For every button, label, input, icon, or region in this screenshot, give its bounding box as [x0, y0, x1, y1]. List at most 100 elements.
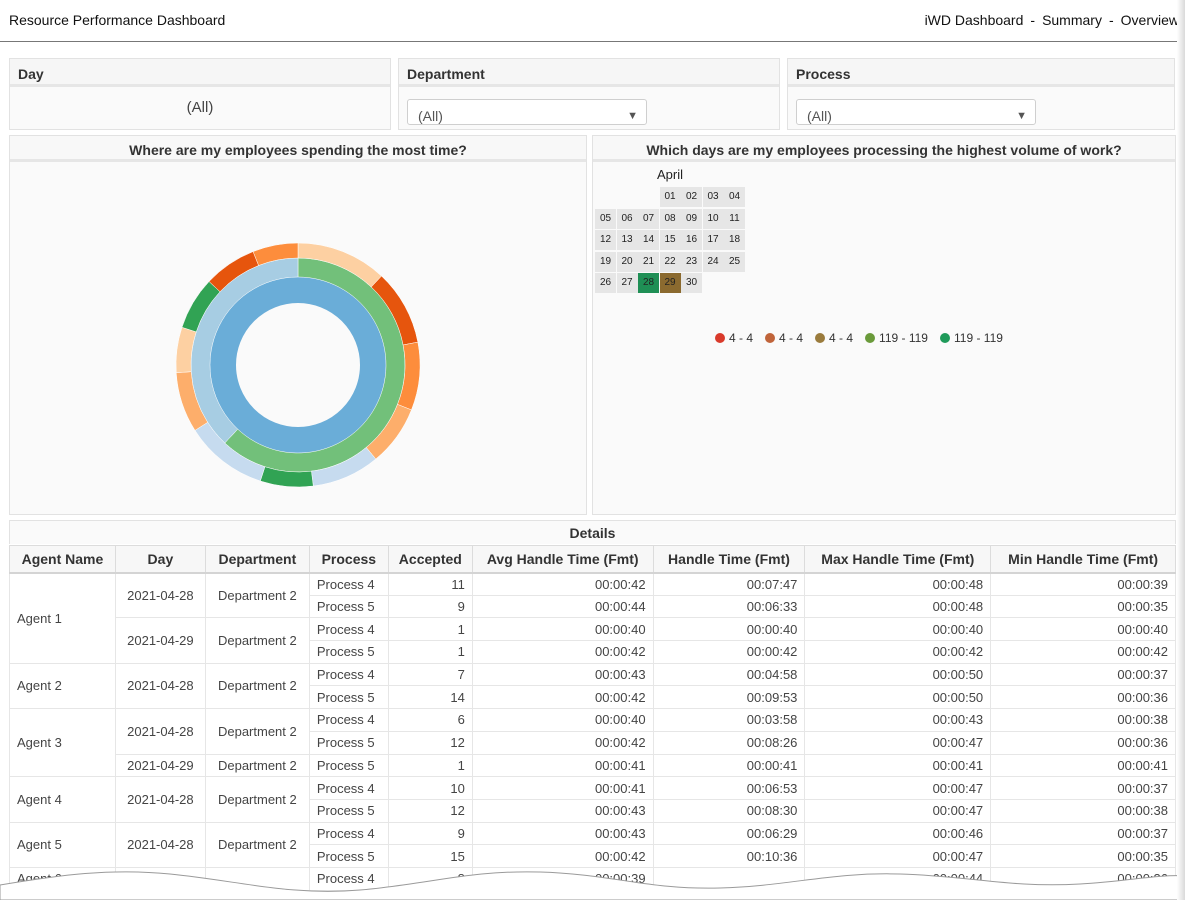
- breadcrumb-summary[interactable]: Summary: [1042, 12, 1102, 28]
- min-handle-time-cell: 00:00:36: [990, 730, 1176, 755]
- chevron-down-icon: ▼: [1016, 110, 1027, 122]
- calendar-day[interactable]: 08: [659, 208, 681, 229]
- calendar-month-label: April: [657, 167, 684, 182]
- calendar-day[interactable]: 28: [638, 273, 659, 294]
- table-row[interactable]: 2021-04-29 Department 2 Process 5 1 00:00:41…: [10, 753, 1176, 778]
- calendar-day[interactable]: 29: [659, 273, 681, 294]
- max-handle-time-cell: 00:00:42: [804, 640, 992, 664]
- table-row[interactable]: Agent 1 2021-04-28 Department 2 Process 4 11…: [9, 571, 1176, 664]
- avg-handle-time-cell: 00:00:43: [471, 798, 654, 823]
- accepted-cell: 1: [387, 617, 473, 642]
- col-min-handle-time[interactable]: Min Handle Time (Fmt): [990, 545, 1176, 574]
- table-row[interactable]: Agent 4 2021-04-28 Department 2 Process 4 10…: [9, 776, 1176, 823]
- min-handle-time-cell: 00:00:36: [990, 685, 1176, 710]
- col-handle-time[interactable]: Handle Time (Fmt): [652, 545, 806, 574]
- table-row[interactable]: Process 5 12 00:00:42 00:08:26 00:00:47 00:00…: [10, 730, 1176, 755]
- calendar-day[interactable]: 13: [616, 230, 638, 251]
- department-select-value: (All): [418, 108, 443, 124]
- breadcrumb-iwd-dashboard[interactable]: iWD Dashboard: [924, 12, 1024, 28]
- calendar-day[interactable]: 15: [659, 230, 681, 251]
- process-cell: Process 5: [308, 685, 389, 710]
- col-process[interactable]: Process: [308, 545, 389, 574]
- calendar-day[interactable]: 14: [638, 230, 659, 251]
- top-bar: Resource Performance Dashboard iWD Dashb…: [0, 0, 1185, 42]
- accepted-cell: 1: [387, 640, 473, 664]
- avg-handle-time-cell: 00:00:42: [471, 730, 654, 755]
- avg-handle-time-cell: 00:00:41: [471, 776, 654, 800]
- accepted-cell: 6: [387, 708, 473, 732]
- avg-handle-time-cell: 00:00:43: [471, 821, 654, 846]
- handle-time-cell: 00:06:53: [652, 776, 806, 800]
- table-row[interactable]: 2021-04-29 Department 2 Process 4 1 00:00:40…: [10, 617, 1176, 664]
- process-cell: Process 5: [308, 798, 389, 823]
- calendar-day[interactable]: 27: [616, 273, 638, 294]
- max-handle-time-cell: 00:00:41: [804, 753, 992, 778]
- calendar-day[interactable]: 09: [681, 208, 702, 229]
- handle-time-cell: 00:03:58: [652, 708, 806, 732]
- avg-handle-time-cell: 00:00:42: [471, 685, 654, 710]
- col-max-handle-time[interactable]: Max Handle Time (Fmt): [804, 545, 992, 574]
- calendar-day[interactable]: 16: [681, 230, 702, 251]
- calendar-day[interactable]: 18: [724, 230, 745, 251]
- col-department[interactable]: Department: [204, 545, 310, 574]
- calendar-day[interactable]: 26: [595, 273, 616, 294]
- handle-time-cell: 00:08:30: [652, 798, 806, 823]
- table-row[interactable]: Process 5 15 00:00:42 00:10:36 00:00:47 00:00…: [10, 844, 1176, 868]
- calendar-day[interactable]: 10: [702, 208, 724, 229]
- calendar-day[interactable]: 23: [681, 251, 702, 272]
- donut-slice[interactable]: [252, 242, 299, 266]
- col-avg-handle-time[interactable]: Avg Handle Time (Fmt): [471, 545, 654, 574]
- calendar-day[interactable]: 05: [595, 208, 616, 229]
- calendar-day[interactable]: 06: [616, 208, 638, 229]
- col-agent-name[interactable]: Agent Name: [9, 545, 116, 574]
- breadcrumb-separator: -: [1030, 12, 1036, 28]
- max-handle-time-cell: 00:00:50: [804, 685, 992, 710]
- breadcrumb-overview[interactable]: Overview: [1120, 12, 1179, 28]
- day-cell: 2021-04-28: [114, 776, 206, 823]
- col-day[interactable]: Day: [114, 545, 206, 574]
- accepted-cell: 10: [387, 776, 473, 800]
- legend-label: 4 - 4: [829, 331, 854, 345]
- calendar-day[interactable]: 11: [724, 208, 745, 229]
- calendar-day[interactable]: 01: [659, 187, 681, 207]
- department-cell: Department 2: [204, 821, 310, 868]
- calendar-day[interactable]: 04: [724, 187, 745, 207]
- handle-time-cell: 00:08:26: [652, 730, 806, 755]
- calendar-day[interactable]: 07: [638, 208, 659, 229]
- calendar-day[interactable]: 03: [702, 187, 724, 207]
- avg-handle-time-cell: 00:00:40: [471, 708, 654, 732]
- agent-name-cell: Agent 2: [9, 662, 116, 710]
- calendar-day[interactable]: 19: [595, 251, 616, 272]
- legend-label: 119 - 119: [879, 331, 928, 345]
- col-accepted[interactable]: Accepted: [387, 545, 473, 574]
- calendar-day[interactable]: 17: [702, 230, 724, 251]
- accepted-cell: 12: [387, 730, 473, 755]
- legend-item[interactable]: 4 - 4: [715, 331, 753, 345]
- legend-item[interactable]: 4 - 4: [815, 331, 853, 345]
- calendar-day[interactable]: 25: [724, 251, 745, 272]
- legend-dot-icon: [815, 333, 826, 343]
- department-select[interactable]: (All) ▼: [407, 99, 647, 125]
- calendar-day[interactable]: 20: [616, 251, 638, 272]
- day-filter-value[interactable]: (All): [186, 99, 214, 116]
- calendar-day[interactable]: 12: [595, 230, 616, 251]
- handle-time-cell: 00:00:42: [652, 640, 806, 664]
- calendar-day[interactable]: 22: [659, 251, 681, 272]
- calendar-day[interactable]: 24: [702, 251, 724, 272]
- max-handle-time-cell: 00:00:48: [804, 572, 992, 596]
- calendar-day[interactable]: 21: [638, 251, 659, 272]
- calendar-day[interactable]: 02: [681, 187, 702, 207]
- max-handle-time-cell: 00:00:48: [804, 594, 992, 619]
- legend-label: 4 - 4: [779, 331, 804, 345]
- donut-slice[interactable]: [210, 277, 386, 453]
- table-row[interactable]: Process 5 1 00:00:42 00:00:42 00:00:42 00:00:…: [10, 640, 1176, 664]
- process-select[interactable]: (All) ▼: [796, 99, 1036, 125]
- legend-item[interactable]: 119 - 119: [939, 331, 1003, 345]
- max-handle-time-cell: 00:00:43: [804, 708, 992, 732]
- legend-item[interactable]: 4 - 4: [765, 331, 803, 345]
- legend-item[interactable]: 119 - 119: [865, 331, 928, 345]
- calendar-day[interactable]: 30: [681, 273, 702, 294]
